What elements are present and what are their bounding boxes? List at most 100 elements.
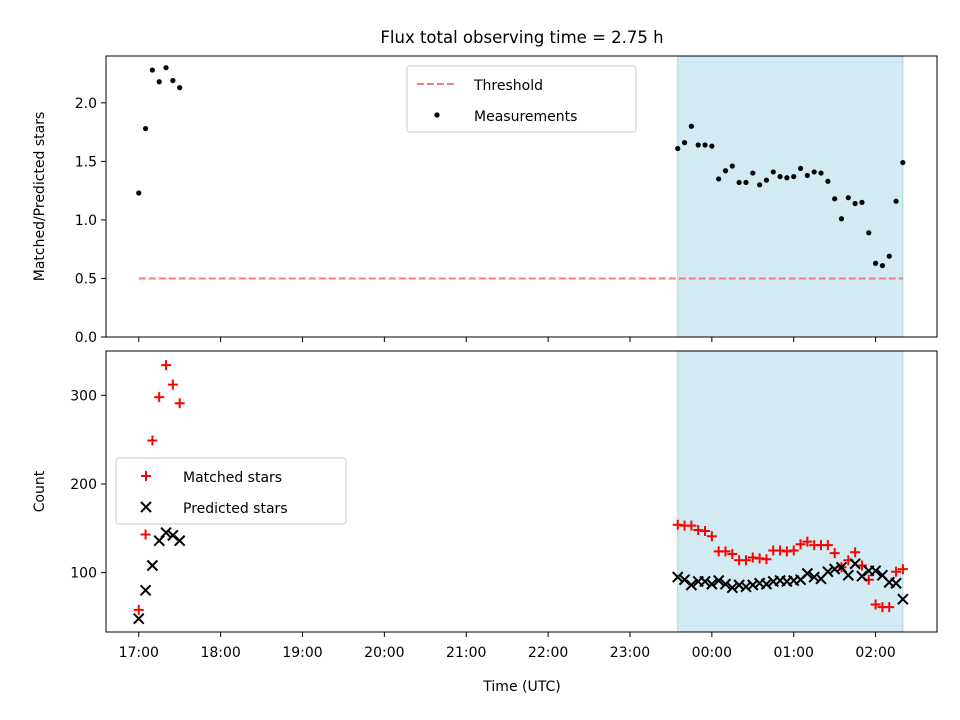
measurement-point [811, 169, 817, 175]
matched-stars-point [897, 564, 908, 575]
matched-stars-point [788, 545, 799, 556]
matched-stars-point [133, 604, 144, 615]
y-tick-label: 0.0 [75, 330, 97, 346]
measurement-point [804, 172, 810, 179]
matched-stars-point [706, 531, 717, 542]
measurement-point [170, 77, 176, 84]
predicted-stars-point [801, 567, 814, 580]
measurement-point [872, 260, 879, 266]
x-axis-label: Time (UTC) [482, 679, 560, 695]
measurement-point [149, 67, 155, 73]
legend-threshold-label: Threshold [473, 78, 543, 94]
matched-stars-point [161, 360, 172, 371]
x-tick-label: 17:00 [119, 645, 159, 661]
legend-measurements-swatch [434, 112, 440, 118]
x-tick-label: 20:00 [364, 645, 404, 661]
measurement-point [675, 145, 681, 152]
measurement-point [893, 198, 899, 204]
predicted-stars-point [678, 573, 691, 586]
x-tick-label: 23:00 [610, 645, 650, 661]
matched-stars-point [140, 529, 151, 540]
predicted-stars-point [139, 584, 152, 597]
plot-frame [105, 350, 938, 633]
y-tick-label: 1.5 [75, 154, 97, 170]
measurement-point [750, 170, 756, 176]
measurement-point [136, 190, 142, 196]
measurement-point [743, 179, 749, 186]
predicted-stars-point [808, 571, 820, 583]
x-tick-label: 22:00 [528, 645, 568, 661]
measurement-point [900, 159, 906, 166]
matched-stars-point [700, 525, 711, 536]
matched-stars-point [147, 435, 158, 446]
predicted-stars-point [719, 578, 732, 590]
predicted-stars-point [706, 578, 718, 590]
x-tick-label: 18:00 [200, 645, 240, 661]
measurement-point [825, 178, 831, 184]
y-tick-label: 300 [70, 388, 97, 404]
measurement-point [142, 125, 149, 132]
measurement-point [845, 195, 851, 201]
predicted-stars-point [712, 574, 725, 587]
matched-stars-point [720, 546, 731, 557]
figure-title: Flux total observing time = 2.75 h [380, 28, 663, 47]
measurement-point [763, 177, 770, 183]
flux-ratio-panel: 0.0 0.5 1.0 1.5 2.0 Matched/Predicted stars Th… [32, 55, 938, 346]
predicted-stars-point [726, 581, 739, 594]
predicted-stars-point [672, 571, 684, 583]
legend-predicted-swatch [140, 501, 152, 513]
matched-stars-point [891, 566, 902, 577]
series-matched-stars [133, 360, 908, 615]
measurement-point [716, 176, 722, 182]
y-tick-label: 2.0 [75, 96, 97, 112]
predicted-stars-point [733, 579, 745, 591]
matched-stars-point [856, 560, 867, 571]
measurement-point [777, 173, 783, 180]
x-tick-label: 01:00 [774, 645, 814, 661]
x-tick-label: 19:00 [282, 645, 322, 661]
legend: Threshold Measurements [406, 65, 637, 133]
measurement-point [838, 216, 845, 222]
measurement-point [770, 169, 776, 175]
measurement-point [736, 179, 742, 186]
legend-matched-swatch [141, 471, 151, 481]
measurement-point [681, 140, 688, 146]
matched-stars-point [154, 392, 165, 403]
predicted-stars-point [760, 578, 773, 590]
predicted-stars-point [699, 575, 711, 588]
matched-stars-point [174, 398, 185, 409]
matched-stars-point [822, 540, 833, 551]
predicted-stars-point [685, 579, 698, 591]
measurement-point [784, 175, 790, 181]
measurement-point [832, 196, 838, 202]
star-count-panel: 100 200 300 17:00 18:00 19:00 20:00 21:00 22:00 2… [32, 350, 938, 661]
y-axis-label: Count [32, 470, 48, 512]
y-tick-label: 200 [70, 477, 97, 493]
measurement-point [702, 142, 708, 148]
predicted-stars-point [842, 569, 855, 581]
y-tick-label: 100 [70, 566, 97, 582]
series-measurements [136, 65, 906, 269]
legend-measurements-label: Measurements [474, 109, 577, 125]
predicted-stars-point [822, 566, 834, 578]
measurement-point [729, 163, 735, 169]
predicted-stars-point [828, 563, 841, 575]
matched-stars-point [167, 379, 178, 390]
measurement-point [156, 79, 162, 85]
measurement-point [797, 165, 804, 171]
measurement-point [859, 199, 865, 205]
y-tick-label: 1.0 [75, 213, 97, 229]
matched-stars-point [727, 548, 738, 559]
legend-predicted-label: Predicted stars [183, 501, 288, 517]
y-tick-label: 0.5 [75, 271, 97, 287]
matched-stars-point [870, 599, 881, 610]
predicted-stars-point [167, 529, 179, 542]
measurement-point [709, 143, 715, 149]
predicted-stars-point [849, 558, 861, 570]
matched-stars-point [686, 520, 697, 531]
predicted-stars-point [897, 593, 909, 605]
x-tick-label: 21:00 [446, 645, 486, 661]
observing-window-shading [677, 55, 904, 338]
measurement-point [163, 65, 169, 71]
